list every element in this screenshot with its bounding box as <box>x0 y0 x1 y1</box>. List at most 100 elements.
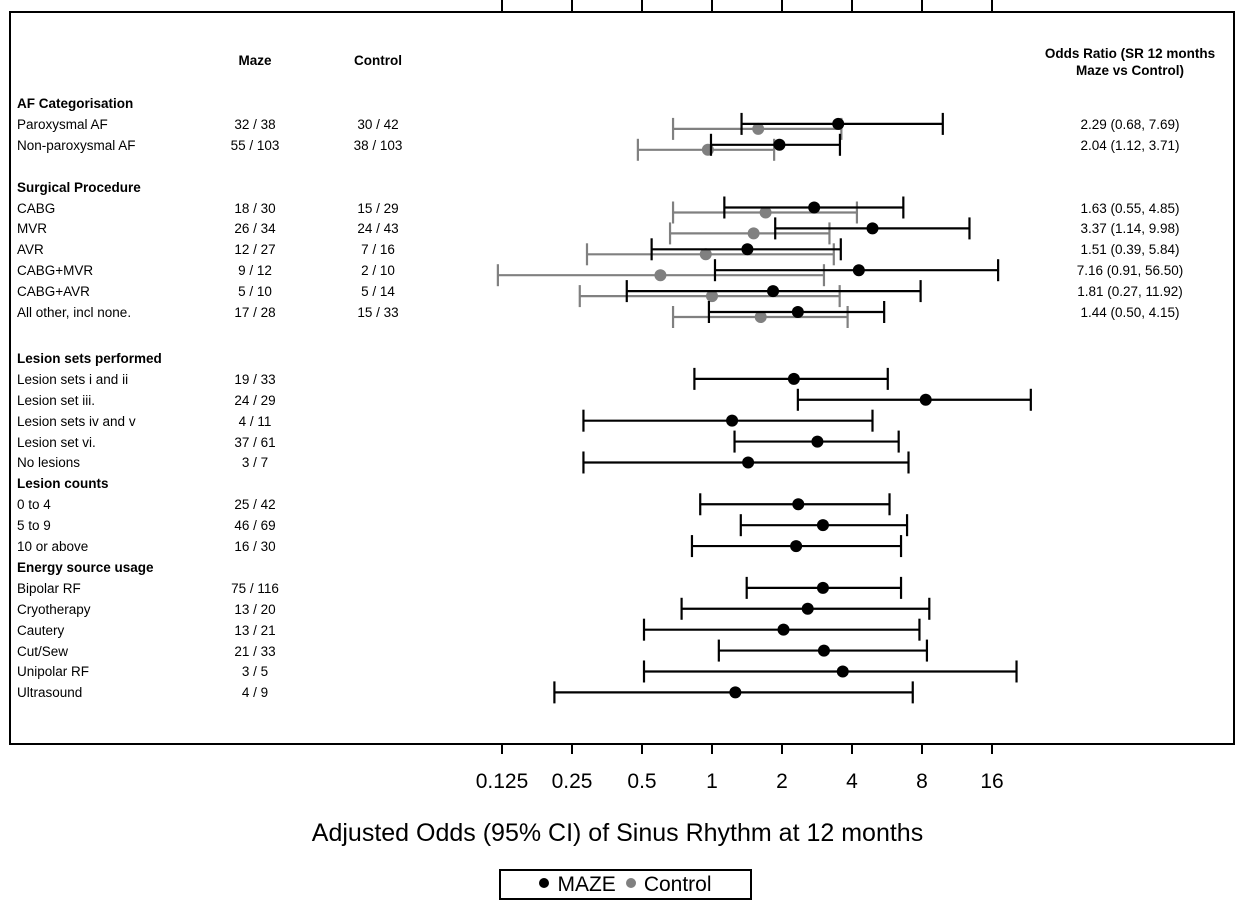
row-label: Ultrasound <box>17 685 83 701</box>
x-axis-label: Adjusted Odds (95% CI) of Sinus Rhythm a… <box>311 819 924 847</box>
panel-frame <box>9 11 1235 745</box>
row-label: Lesion sets i and ii <box>17 371 129 387</box>
maze-estimate <box>693 367 889 390</box>
odds-ratio-value: 3.37 (1.14, 9.98) <box>1080 221 1180 237</box>
maze-estimate <box>707 301 886 323</box>
control-estimate <box>671 306 849 328</box>
odds-ratio-value: 1.51 (0.39, 5.84) <box>1080 242 1180 258</box>
row-label: Cautery <box>17 622 65 638</box>
control-count: 15 / 29 <box>357 200 399 216</box>
maze-count: 32 / 38 <box>234 116 276 132</box>
legend-marker-control <box>625 878 636 889</box>
group-header: AF Categorisation <box>17 96 134 111</box>
odds-ratio-value: 1.63 (0.55, 4.85) <box>1080 200 1180 216</box>
row-label: MVR <box>17 221 47 237</box>
legend-label-maze: MAZE <box>557 873 616 896</box>
maze-count: 12 / 27 <box>234 242 276 258</box>
maze-point <box>741 243 754 256</box>
maze-count: 3 / 7 <box>241 455 269 471</box>
maze-estimate <box>774 217 971 240</box>
maze-point <box>790 540 803 553</box>
maze-count: 24 / 29 <box>234 392 276 408</box>
control-count: 24 / 43 <box>357 221 399 237</box>
odds-ratio-value: 1.81 (0.27, 11.92) <box>1077 284 1183 300</box>
maze-count: 13 / 21 <box>234 622 276 638</box>
maze-count: 25 / 42 <box>234 497 276 513</box>
maze-point <box>811 435 824 448</box>
control-count: 30 / 42 <box>357 116 399 132</box>
maze-estimate <box>723 196 905 219</box>
maze-estimate <box>739 514 909 537</box>
x-tick-label: 0.125 <box>475 770 529 793</box>
x-tick-label: 16 <box>980 770 1004 793</box>
maze-count: 9 / 12 <box>238 263 272 279</box>
maze-count: 17 / 28 <box>234 305 276 320</box>
maze-estimate <box>713 259 1000 282</box>
maze-point <box>816 581 829 594</box>
legend-marker-maze <box>539 878 550 889</box>
row-label: Lesion sets iv and v <box>17 413 136 429</box>
maze-count: 4 / 11 <box>238 413 272 429</box>
odds-ratio-value: 2.04 (1.12, 3.71) <box>1080 137 1180 153</box>
maze-count: 16 / 30 <box>234 539 276 555</box>
column-header-odds-ratio: Odds Ratio (SR 12 months Maze vs Control… <box>1044 46 1216 78</box>
maze-point <box>817 644 830 657</box>
bottom-axis-ticks <box>501 744 993 754</box>
maze-estimate <box>690 535 903 558</box>
row-label: Cryotherapy <box>17 601 91 617</box>
maze-point <box>836 665 849 678</box>
row-label: No lesions <box>17 455 81 471</box>
control-estimate <box>668 222 831 245</box>
maze-point <box>808 201 821 214</box>
odds-ratio-value: 7.16 (0.91, 56.50) <box>1076 263 1184 279</box>
maze-point <box>832 117 845 130</box>
row-label: All other, incl none. <box>17 305 132 320</box>
maze-point <box>866 222 879 235</box>
control-count: 5 / 14 <box>361 284 395 300</box>
maze-point <box>726 414 739 427</box>
maze-point <box>729 686 742 699</box>
odds-ratio-value: 1.44 (0.50, 4.15) <box>1080 305 1180 320</box>
maze-estimate <box>796 388 1032 411</box>
group-header: Energy source usage <box>17 559 154 575</box>
legend-item-control: Control <box>625 871 712 898</box>
control-estimate <box>585 243 835 266</box>
maze-count: 37 / 61 <box>234 434 276 450</box>
maze-estimate <box>582 409 874 432</box>
row-label: 0 to 4 <box>17 497 51 513</box>
control-point <box>699 248 712 261</box>
maze-point <box>791 306 804 318</box>
row-label: Lesion set iii. <box>17 392 96 408</box>
control-estimate <box>636 138 776 161</box>
group-header: Surgical Procedure <box>17 179 141 195</box>
x-tick-label: 8 <box>916 770 928 793</box>
maze-estimate <box>582 451 910 474</box>
x-tick-label: 0.25 <box>551 770 593 793</box>
group-header: Lesion counts <box>17 476 109 492</box>
column-header-maze: Maze <box>238 53 272 68</box>
row-label: Unipolar RF <box>17 664 90 680</box>
maze-estimate <box>745 576 903 599</box>
control-count: 15 / 33 <box>357 305 399 320</box>
control-point <box>752 122 765 135</box>
maze-point <box>792 498 805 511</box>
maze-point <box>767 285 780 298</box>
row-label: CABG+AVR <box>17 284 90 300</box>
maze-count: 21 / 33 <box>234 643 276 659</box>
row-label: CABG+MVR <box>17 263 94 279</box>
maze-estimate <box>642 660 1018 683</box>
maze-point <box>919 393 932 406</box>
maze-estimate <box>680 597 931 620</box>
control-estimate <box>496 264 826 287</box>
control-count: 2 / 10 <box>361 263 395 279</box>
row-label: CABG <box>17 200 56 216</box>
x-tick-label: 4 <box>846 770 858 793</box>
row-label: Lesion set vi. <box>17 434 96 450</box>
maze-point <box>787 372 800 385</box>
maze-point <box>816 519 829 532</box>
maze-estimate <box>553 681 914 704</box>
maze-estimate <box>650 238 842 261</box>
column-header-control: Control <box>354 53 402 68</box>
maze-count: 26 / 34 <box>234 221 276 237</box>
